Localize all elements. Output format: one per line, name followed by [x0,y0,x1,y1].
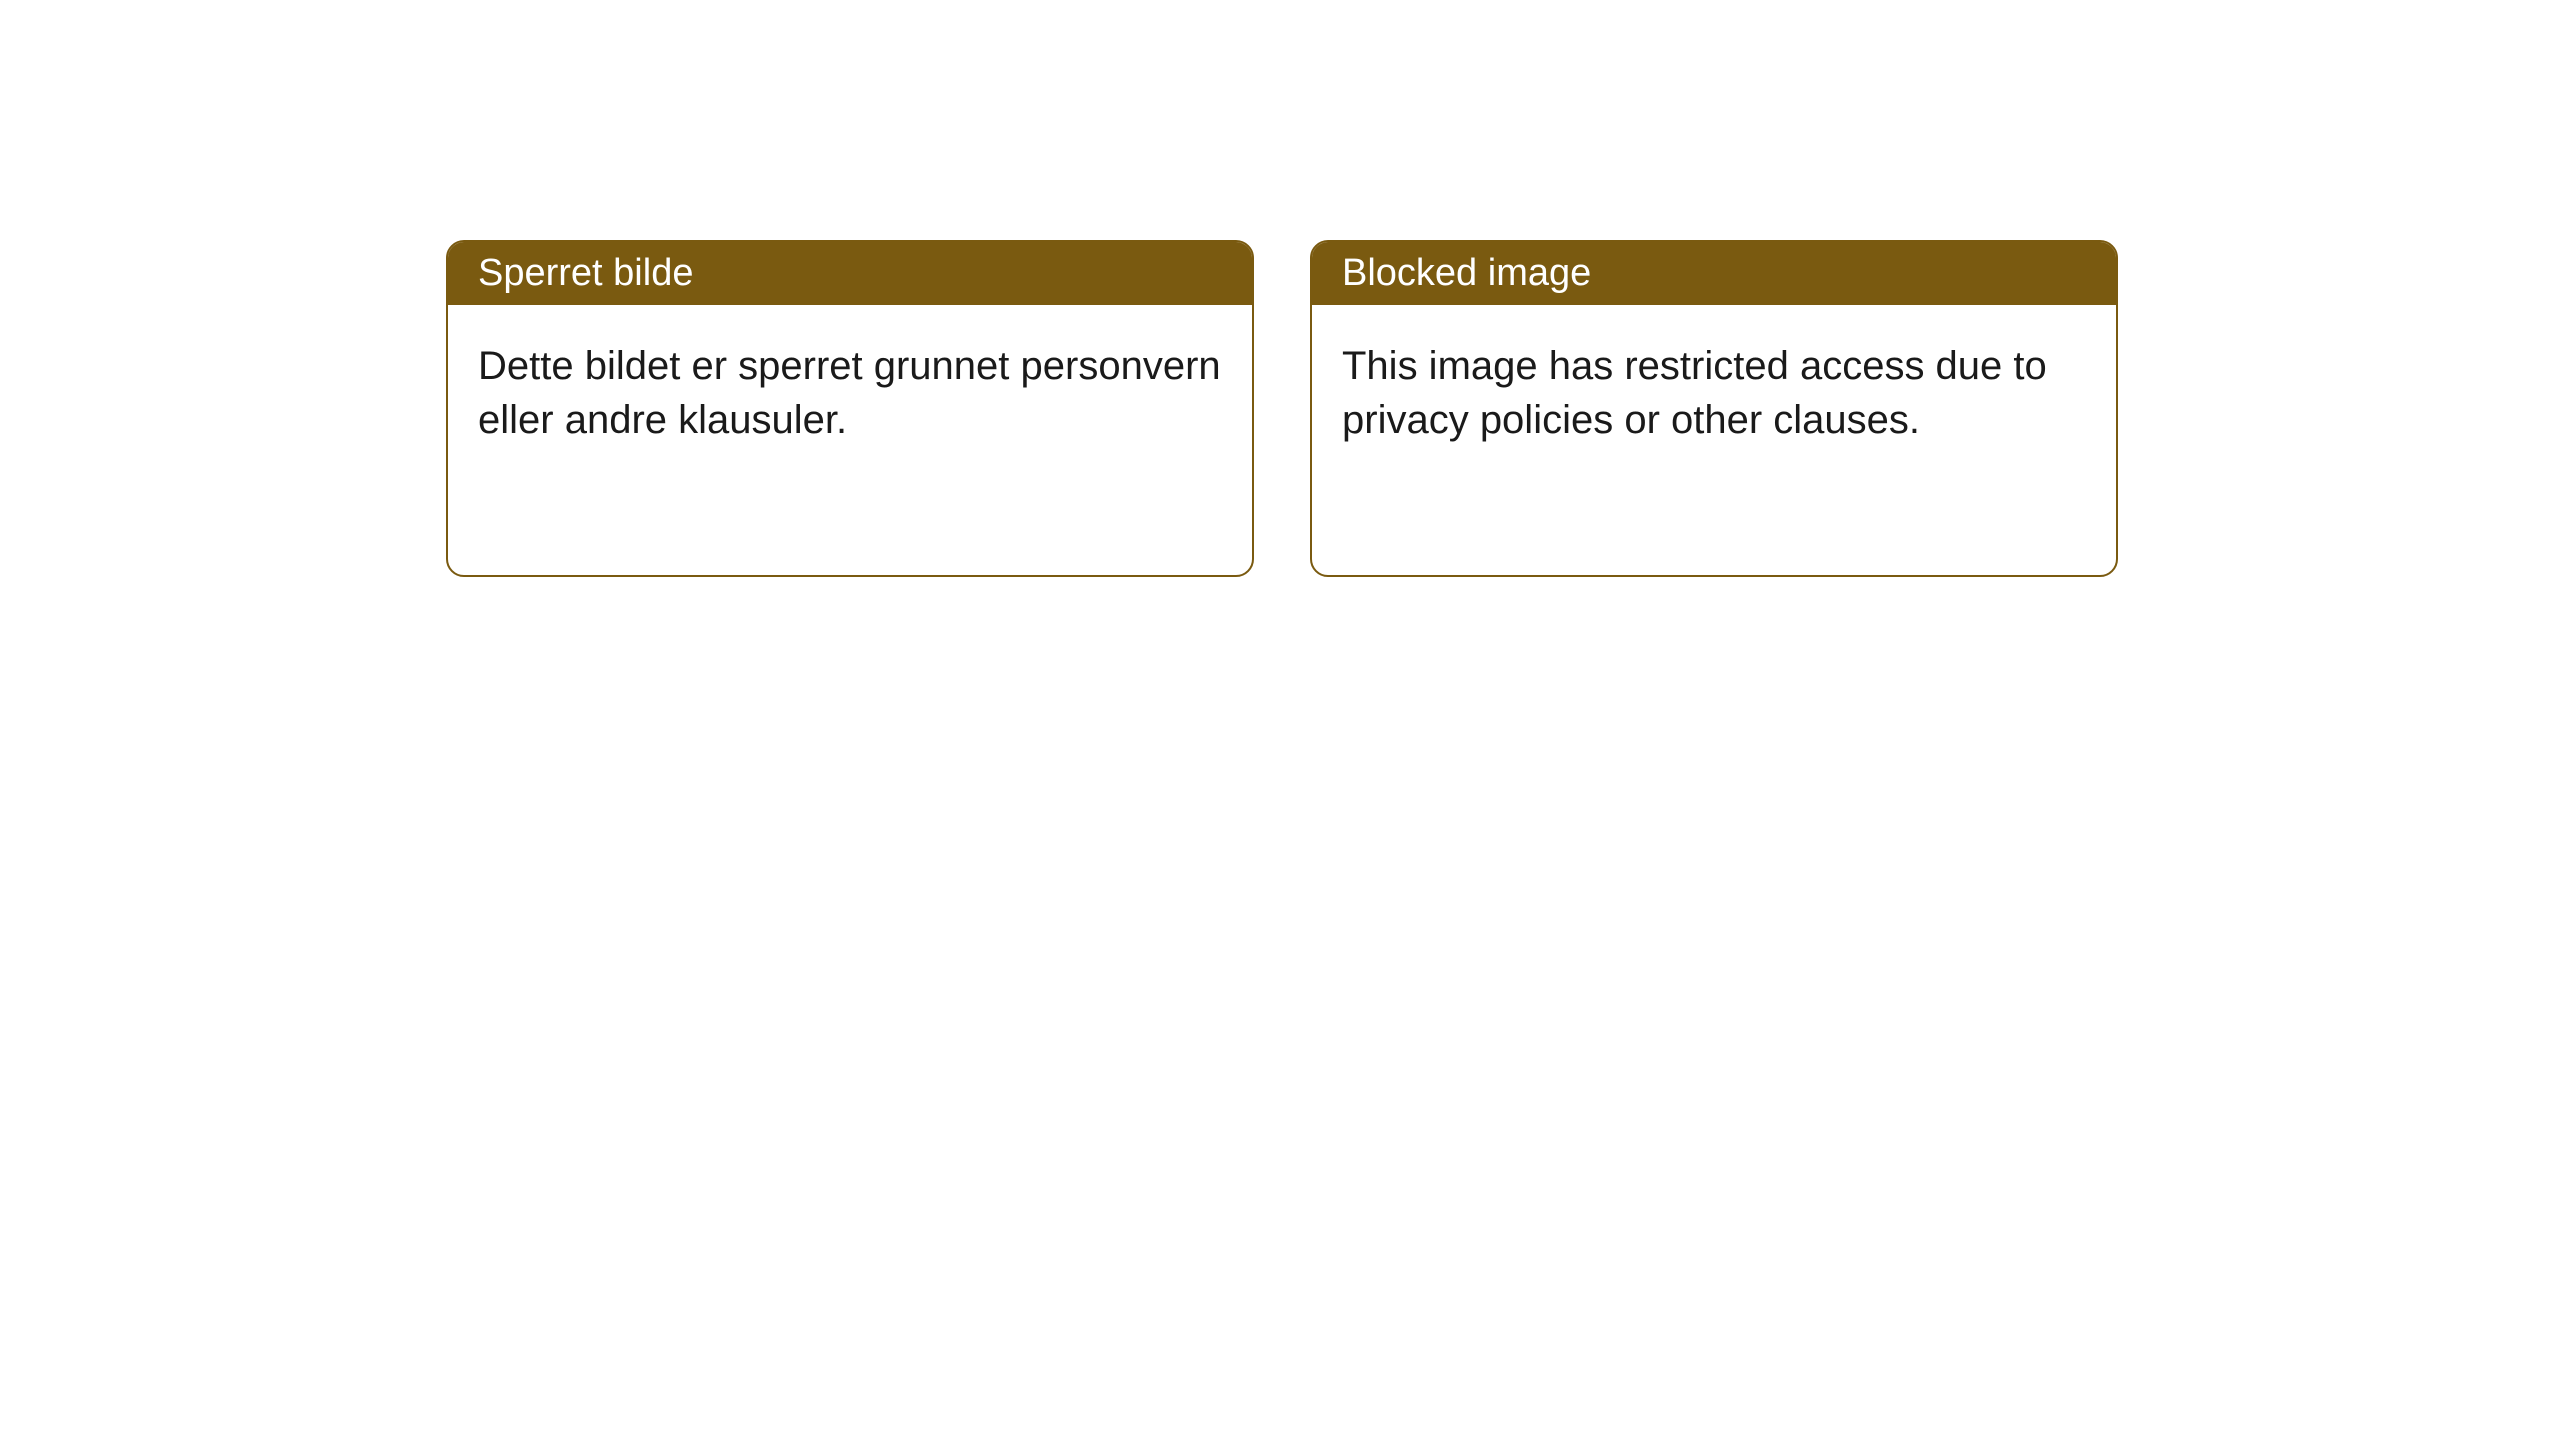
card-body-text: This image has restricted access due to … [1342,344,2047,442]
card-title: Sperret bilde [478,252,693,294]
card-title: Blocked image [1342,252,1591,294]
notice-card-norwegian: Sperret bilde Dette bildet er sperret gr… [446,240,1254,577]
notice-card-english: Blocked image This image has restricted … [1310,240,2118,577]
card-header: Blocked image [1312,242,2116,305]
card-body: Dette bildet er sperret grunnet personve… [448,305,1252,481]
card-body: This image has restricted access due to … [1312,305,2116,481]
card-body-text: Dette bildet er sperret grunnet personve… [478,344,1221,442]
notice-cards-container: Sperret bilde Dette bildet er sperret gr… [446,240,2118,577]
card-header: Sperret bilde [448,242,1252,305]
